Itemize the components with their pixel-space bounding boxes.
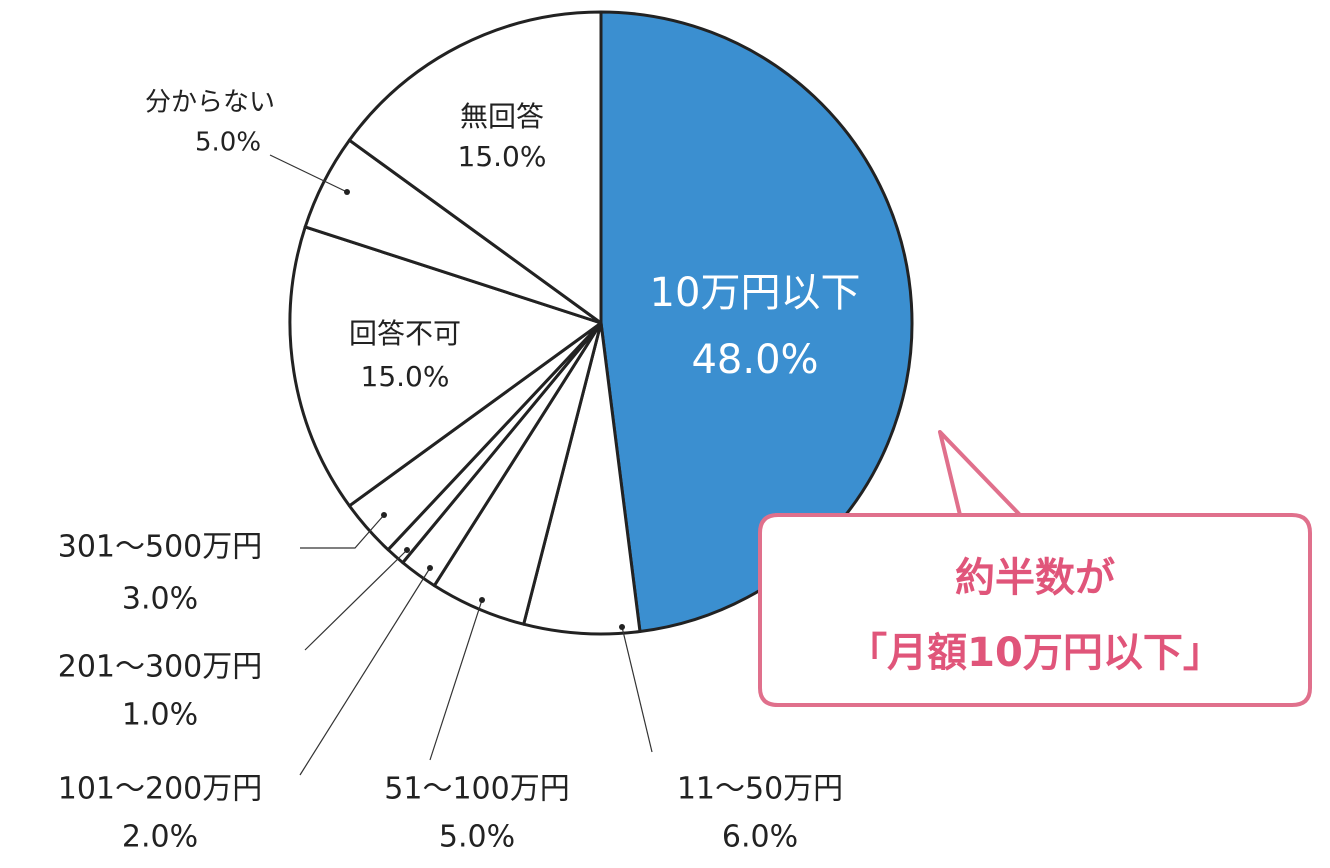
slice-label: 無回答 xyxy=(460,100,544,133)
leader-dot xyxy=(404,547,410,553)
pie-slice xyxy=(288,225,603,508)
leader-line xyxy=(621,626,653,753)
slice-value: 5.0% xyxy=(195,128,261,158)
leader-line xyxy=(269,154,348,193)
slice-label: 301～500万円 xyxy=(58,530,263,565)
slice-value: 48.0% xyxy=(691,337,818,383)
leader-dot xyxy=(344,189,350,195)
slice-label: 51～100万円 xyxy=(384,772,569,807)
slice-label: 201～300万円 xyxy=(58,650,263,685)
slice-label: 分からない xyxy=(145,88,275,118)
slice-value: 6.0% xyxy=(722,820,798,855)
slice-value: 1.0% xyxy=(122,698,198,733)
leader-dot xyxy=(479,597,485,603)
leader-line xyxy=(429,599,483,761)
leader-line xyxy=(304,549,408,651)
slice-label: 11～50万円 xyxy=(677,772,843,807)
slice-label: 101～200万円 xyxy=(58,772,263,807)
leader-dot xyxy=(381,512,387,518)
leader-line xyxy=(299,567,431,776)
slice-label: 10万円以下 xyxy=(650,270,861,316)
callout-bubble xyxy=(758,430,1312,707)
slice-value: 2.0% xyxy=(122,820,198,855)
slice-value: 3.0% xyxy=(122,582,198,617)
leader-dot xyxy=(619,624,625,630)
callout-text: 約半数が xyxy=(955,555,1115,601)
slice-value: 15.0% xyxy=(458,140,547,173)
slice-value: 15.0% xyxy=(361,360,450,393)
pie-slice xyxy=(347,10,603,325)
callout-text: 「月額10万円以下」 xyxy=(847,630,1223,676)
slice-label: 回答不可 xyxy=(349,317,461,350)
leader-line xyxy=(300,514,385,549)
leader-dot xyxy=(427,565,433,571)
slice-value: 5.0% xyxy=(439,820,515,855)
